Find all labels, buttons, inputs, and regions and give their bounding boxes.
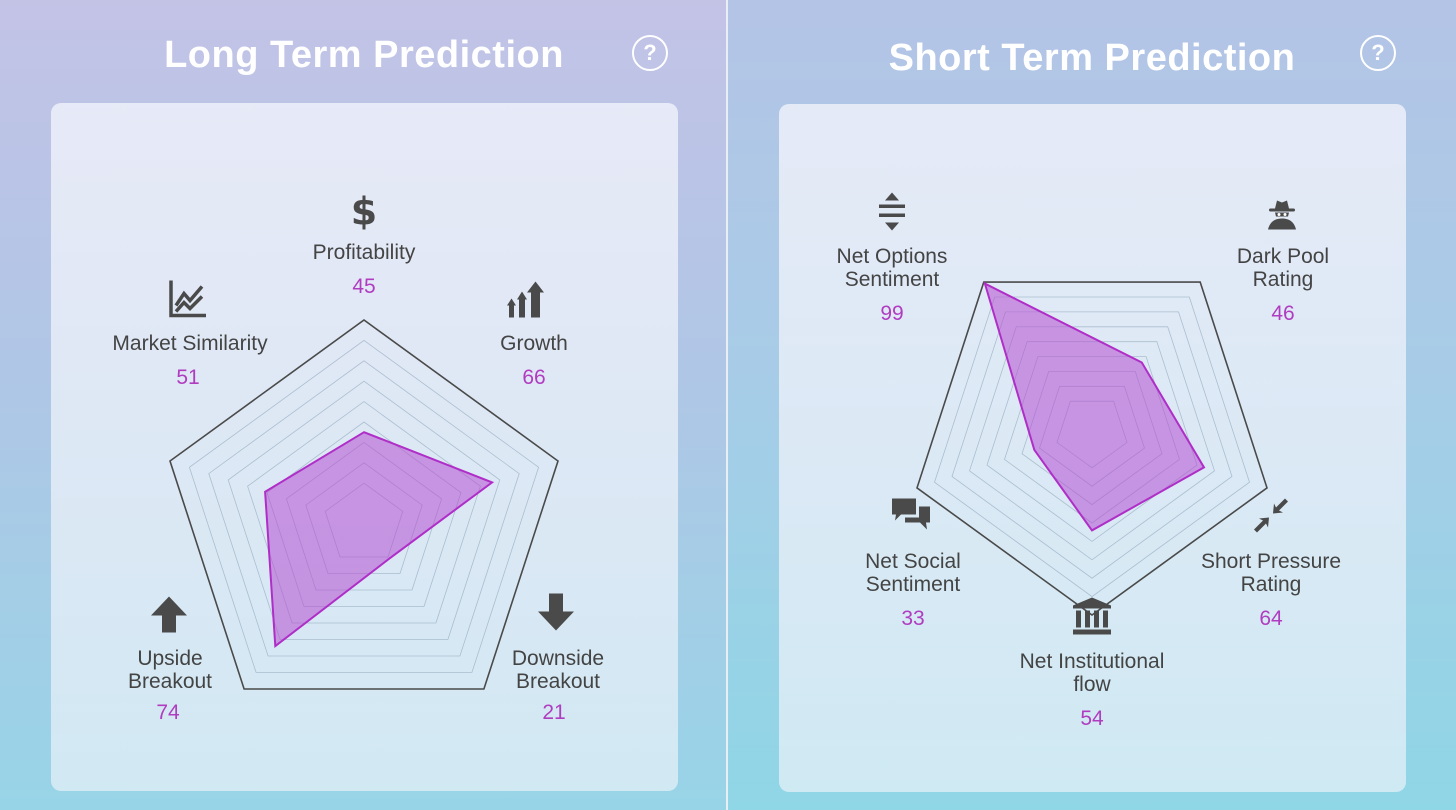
expand-vertical-icon	[877, 192, 907, 236]
axis-label-upside-breakout: Upside Breakout	[127, 647, 213, 693]
arrow-up-icon	[150, 596, 188, 639]
help-button[interactable]: ?	[1360, 35, 1396, 71]
svg-text:$: $	[351, 192, 377, 230]
axis-value-net-social-sentiment: 33	[901, 607, 925, 630]
axis-value-net-institutional-flow: 54	[1080, 707, 1104, 730]
axis-label-net-institutional-flow: Net Institutional flow	[1019, 650, 1165, 696]
line-chart-icon	[168, 279, 208, 324]
chat-bubbles-icon	[891, 497, 931, 540]
growth-arrows-icon	[507, 281, 547, 323]
radar-outline	[169, 319, 559, 690]
axis-label-net-social-sentiment: Net Social Sentiment	[865, 550, 961, 596]
panel-divider	[726, 0, 729, 810]
radar-card: $ Profitability 45 Growth 66 Do	[51, 103, 678, 791]
radar-grid-ring	[208, 360, 520, 657]
axis-label-market-similarity: Market Similarity	[112, 332, 268, 355]
axis-value-downside-breakout: 21	[542, 701, 566, 724]
institution-icon	[1072, 597, 1112, 641]
help-button[interactable]: ?	[632, 35, 668, 71]
radar-chart	[169, 319, 559, 690]
compress-arrows-icon	[1252, 497, 1290, 540]
axis-label-dark-pool-rating: Dark Pool Rating	[1236, 245, 1330, 291]
radar-card: Dark Pool Rating 46 Short Pressure Ratin…	[779, 104, 1406, 792]
radar-grid-ring	[188, 339, 540, 673]
spy-icon	[1266, 200, 1298, 235]
dollar-icon: $	[349, 190, 379, 235]
axis-label-downside-breakout: Downside Breakout	[511, 647, 605, 693]
panel-title: Short Term Prediction	[888, 37, 1296, 79]
radar-grid-ring	[227, 380, 501, 640]
radar-grid-ring	[934, 296, 1250, 598]
panel-title: Long Term Prediction	[164, 34, 564, 76]
radar-outline	[916, 281, 1268, 616]
axis-value-short-pressure-rating: 64	[1259, 607, 1283, 630]
axis-value-profitability: 45	[352, 275, 376, 298]
axis-label-net-options-sentiment: Net Options Sentiment	[836, 245, 948, 291]
radar-value-area	[983, 281, 1206, 532]
radar-value-area	[264, 431, 495, 649]
axis-value-market-similarity: 51	[176, 366, 200, 389]
axis-value-growth: 66	[522, 366, 546, 389]
axis-value-upside-breakout: 74	[156, 701, 180, 724]
axis-label-growth: Growth	[500, 332, 568, 355]
axis-value-dark-pool-rating: 46	[1271, 302, 1295, 325]
arrow-down-icon	[537, 593, 575, 637]
radar-chart	[916, 281, 1268, 616]
long-term-panel: Long Term Prediction ? $	[0, 0, 728, 810]
axis-label-profitability: Profitability	[312, 241, 416, 264]
axis-label-short-pressure-rating: Short Pressure Rating	[1200, 550, 1342, 596]
axis-value-net-options-sentiment: 99	[880, 302, 904, 325]
short-term-panel: Short Term Prediction ?	[728, 0, 1456, 810]
